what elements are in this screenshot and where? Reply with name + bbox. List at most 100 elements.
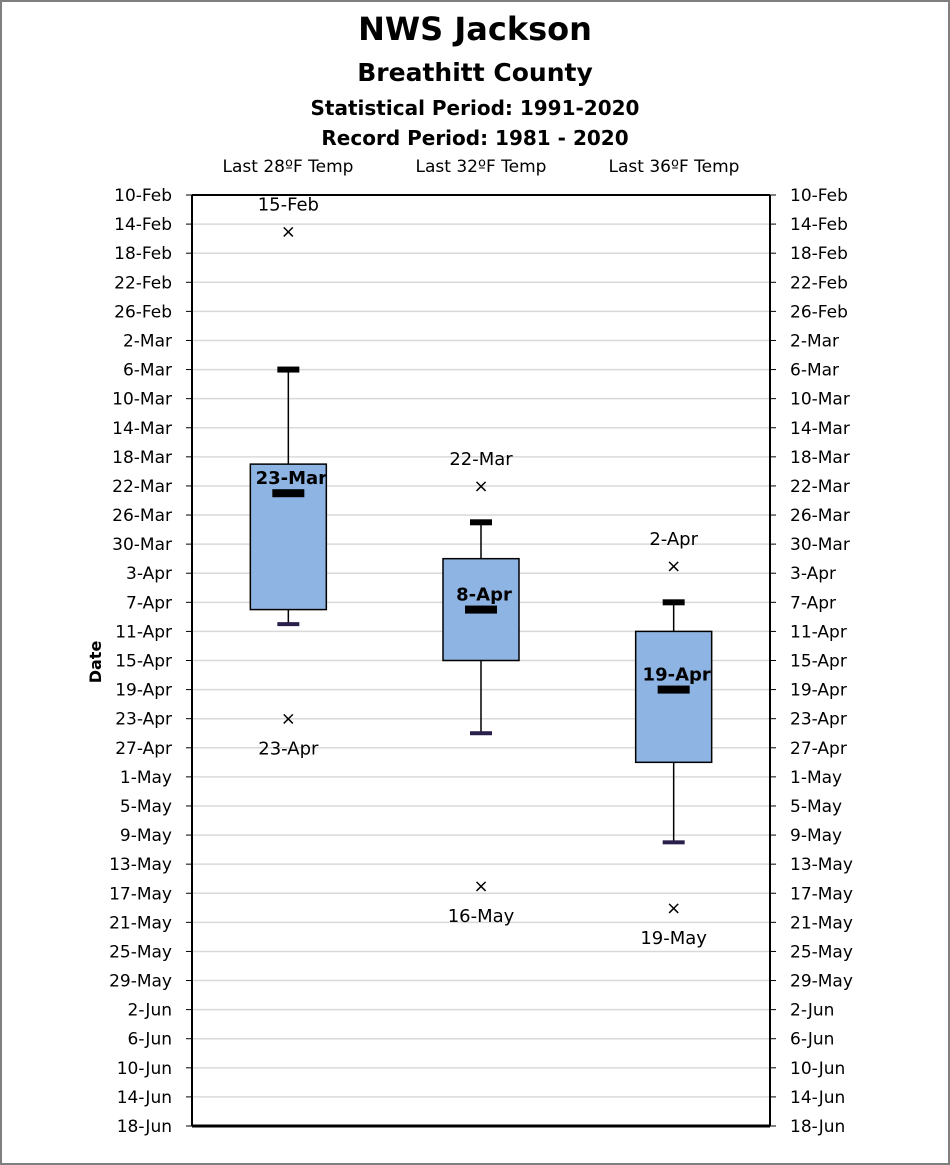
category-label-36f: Last 36ºF Temp	[608, 157, 740, 177]
median-label: 19-Apr	[643, 665, 711, 686]
y-tick-label-right: 10-Mar	[790, 390, 850, 410]
y-tick-label-left: 7-Apr	[126, 593, 172, 613]
category-label-28f: Last 28ºF Temp	[222, 157, 354, 177]
y-tick-label-right: 2-Mar	[790, 331, 839, 351]
median-label: 23-Mar	[256, 468, 328, 489]
y-tick-label-right: 6-Jun	[790, 1030, 834, 1050]
y-tick-label-left: 11-Apr	[115, 622, 172, 642]
y-tick-label-left: 22-Mar	[112, 477, 172, 497]
y-tick-label-right: 11-Apr	[790, 622, 847, 642]
category-label-32f: Last 32ºF Temp	[415, 157, 547, 177]
record-late-label: 16-May	[448, 906, 515, 927]
whisker-cap-late	[470, 731, 492, 736]
y-tick-label-left: 14-Mar	[112, 419, 172, 439]
y-tick-label-right: 22-Mar	[790, 477, 850, 497]
y-tick-label-right: 13-May	[790, 855, 853, 875]
record-early-marker: ×	[473, 476, 488, 497]
y-tick-label-left: 26-Mar	[112, 506, 172, 526]
y-tick-label-right: 18-Feb	[790, 244, 848, 264]
y-tick-label-left: 27-Apr	[115, 739, 172, 759]
y-tick-label-right: 23-Apr	[790, 710, 847, 730]
y-tick-label-left: 17-May	[109, 884, 172, 904]
y-tick-label-right: 14-Feb	[790, 215, 848, 235]
record-late-label: 23-Apr	[258, 739, 319, 760]
y-tick-label-left: 18-Jun	[117, 1117, 172, 1137]
whisker-cap-late	[662, 840, 685, 845]
y-tick-label-left: 13-May	[109, 855, 172, 875]
median-bar	[465, 605, 497, 614]
record-late-marker: ×	[281, 709, 296, 730]
chart-title: NWS Jackson	[358, 10, 592, 48]
y-tick-label-right: 2-Jun	[790, 1001, 834, 1021]
record-period-label: Record Period: 1981 - 2020	[321, 126, 629, 150]
y-tick-label-left: 23-Apr	[115, 710, 172, 730]
record-early-label: 15-Feb	[258, 194, 319, 215]
median-label: 8-Apr	[456, 585, 512, 606]
box-iqr	[634, 630, 713, 764]
y-tick-label-right: 26-Feb	[790, 302, 848, 322]
y-tick-label-left: 18-Mar	[112, 448, 172, 468]
y-tick-label-right: 29-May	[790, 972, 853, 992]
chart-subtitle-county: Breathitt County	[357, 58, 593, 87]
y-tick-label-left: 29-May	[109, 972, 172, 992]
statistical-period-label: Statistical Period: 1991-2020	[310, 96, 640, 120]
y-tick-label-left: 2-Mar	[123, 331, 172, 351]
y-tick-label-right: 7-Apr	[790, 593, 836, 613]
y-tick-label-left: 21-May	[109, 913, 172, 933]
y-tick-label-left: 10-Jun	[117, 1059, 172, 1079]
whisker-cap-early	[662, 599, 685, 606]
y-tick-label-right: 5-May	[790, 797, 842, 817]
median-bar	[272, 489, 305, 498]
record-late-label: 19-May	[640, 928, 707, 949]
y-tick-label-left: 6-Mar	[123, 361, 172, 381]
y-tick-label-left: 10-Feb	[114, 186, 172, 206]
record-early-marker: ×	[281, 221, 296, 242]
y-tick-label-left: 26-Feb	[114, 302, 172, 322]
whisker-cap-early	[277, 366, 300, 373]
y-tick-label-left: 2-Jun	[128, 1001, 172, 1021]
y-tick-label-right: 25-May	[790, 942, 853, 962]
y-tick-label-left: 5-May	[120, 797, 172, 817]
record-early-label: 22-Mar	[449, 449, 513, 470]
y-tick-label-left: 9-May	[120, 826, 172, 846]
record-late-marker: ×	[666, 898, 681, 919]
y-tick-label-left: 25-May	[109, 942, 172, 962]
y-axis-title: Date	[86, 641, 105, 684]
y-tick-label-left: 6-Jun	[128, 1030, 172, 1050]
whisker-cap-early	[470, 519, 492, 526]
y-tick-label-right: 27-Apr	[790, 739, 847, 759]
y-tick-label-left: 14-Jun	[117, 1088, 172, 1108]
record-early-label: 2-Apr	[649, 529, 698, 550]
y-tick-label-right: 26-Mar	[790, 506, 850, 526]
y-tick-label-left: 22-Feb	[114, 273, 172, 293]
y-tick-label-right: 6-Mar	[790, 361, 839, 381]
y-tick-label-right: 14-Jun	[790, 1088, 845, 1108]
y-tick-label-right: 1-May	[790, 768, 842, 788]
box-iqr	[249, 463, 328, 611]
y-tick-label-right: 9-May	[790, 826, 842, 846]
y-tick-label-right: 22-Feb	[790, 273, 848, 293]
y-tick-label-right: 18-Mar	[790, 448, 850, 468]
y-tick-label-right: 15-Apr	[790, 652, 847, 672]
y-tick-label-right: 10-Feb	[790, 186, 848, 206]
y-tick-label-right: 10-Jun	[790, 1059, 845, 1079]
y-tick-label-left: 14-Feb	[114, 215, 172, 235]
y-tick-label-right: 3-Apr	[790, 564, 836, 584]
y-tick-label-left: 10-Mar	[112, 390, 172, 410]
record-late-marker: ×	[473, 876, 488, 897]
y-tick-label-left: 3-Apr	[126, 564, 172, 584]
whisker-cap-late	[277, 622, 300, 627]
y-tick-label-right: 30-Mar	[790, 535, 850, 555]
median-bar	[657, 685, 690, 694]
y-tick-label-right: 19-Apr	[790, 681, 847, 701]
y-tick-label-right: 17-May	[790, 884, 853, 904]
y-tick-label-right: 21-May	[790, 913, 853, 933]
y-tick-label-left: 18-Feb	[114, 244, 172, 264]
y-tick-label-left: 30-Mar	[112, 535, 172, 555]
y-tick-label-left: 1-May	[120, 768, 172, 788]
y-tick-label-left: 15-Apr	[115, 652, 172, 672]
y-tick-label-right: 14-Mar	[790, 419, 850, 439]
record-early-marker: ×	[666, 556, 681, 577]
